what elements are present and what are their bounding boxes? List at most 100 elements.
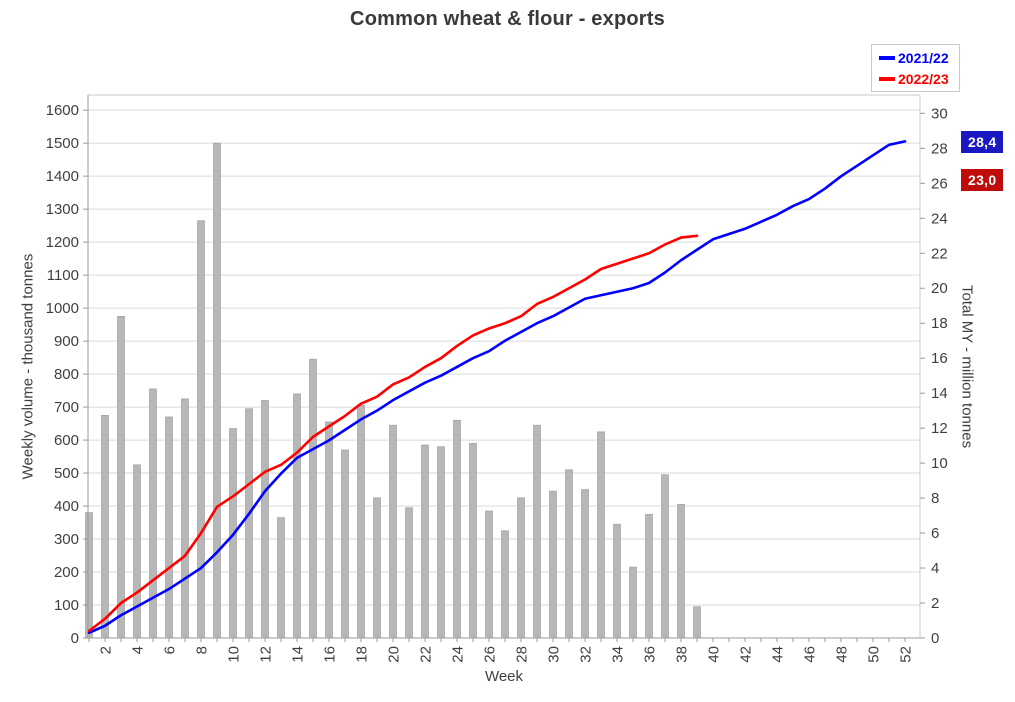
svg-text:1200: 1200: [46, 234, 79, 251]
svg-text:40: 40: [706, 646, 723, 663]
bar-week-27: [501, 530, 509, 639]
svg-text:26: 26: [931, 175, 948, 192]
svg-text:0: 0: [931, 630, 939, 647]
bars-weekly-volume: [85, 142, 701, 639]
svg-text:22: 22: [931, 245, 948, 262]
svg-text:34: 34: [610, 646, 627, 663]
svg-text:8: 8: [931, 490, 939, 507]
svg-text:800: 800: [54, 366, 79, 383]
bar-week-21: [405, 507, 413, 639]
chart-title: Common wheat & flour - exports: [350, 8, 665, 30]
bar-week-5: [149, 388, 157, 639]
bar-week-24: [453, 419, 461, 639]
svg-text:48: 48: [834, 646, 851, 663]
svg-text:20: 20: [931, 280, 948, 297]
svg-text:6: 6: [931, 525, 939, 542]
svg-text:1400: 1400: [46, 168, 79, 185]
svg-text:50: 50: [866, 646, 883, 663]
svg-text:14: 14: [290, 646, 307, 663]
bar-week-36: [645, 513, 653, 639]
svg-text:28: 28: [514, 646, 531, 663]
svg-text:20: 20: [386, 646, 403, 663]
svg-text:26: 26: [482, 646, 499, 663]
svg-text:24: 24: [931, 210, 948, 227]
chart-legend: 2021/22 2022/23: [871, 44, 960, 92]
legend-swatch-2021-22-icon: [879, 55, 895, 60]
svg-text:1100: 1100: [47, 267, 79, 284]
bar-week-11: [245, 408, 253, 639]
svg-text:900: 900: [54, 333, 79, 350]
svg-text:700: 700: [54, 399, 79, 416]
line-2022-23: [87, 234, 699, 633]
bar-week-4: [133, 464, 141, 639]
bar-week-33: [597, 431, 605, 639]
bar-week-3: [117, 316, 125, 639]
bar-week-35: [629, 566, 637, 639]
x-axis: 2 4 6 8 10 12 14 16 18 20 22 24 26 28 30 32 34 36 38 40 42 44…: [88, 638, 915, 663]
svg-text:10: 10: [931, 455, 948, 472]
svg-text:400: 400: [54, 498, 79, 515]
svg-text:14: 14: [931, 385, 948, 402]
series-end-value-badge-2021-22: 28,4: [961, 131, 1004, 153]
svg-text:42: 42: [738, 646, 755, 663]
legend-item-2022-23: 2022/23: [879, 68, 949, 89]
bar-week-19: [373, 497, 381, 639]
svg-text:10: 10: [226, 646, 243, 663]
bar-week-26: [485, 510, 493, 639]
svg-text:12: 12: [931, 420, 948, 437]
svg-text:16: 16: [931, 350, 948, 367]
bar-week-29: [533, 424, 541, 639]
svg-text:4: 4: [130, 646, 147, 654]
bar-week-16: [325, 421, 333, 639]
bar-week-2: [101, 414, 109, 639]
svg-text:30: 30: [931, 105, 948, 122]
bar-week-17: [341, 449, 349, 639]
bar-week-28: [517, 497, 525, 639]
svg-text:12: 12: [258, 646, 275, 663]
bar-week-39: [693, 606, 701, 639]
svg-text:16: 16: [322, 646, 339, 663]
bar-week-22: [421, 444, 429, 639]
bar-week-14: [293, 393, 301, 639]
plot-frame: [87, 94, 921, 639]
series-end-value-badge-2022-23: 23,0: [961, 169, 1004, 191]
bar-week-1: [85, 512, 93, 639]
svg-text:1000: 1000: [46, 300, 79, 317]
svg-text:300: 300: [54, 531, 79, 548]
bar-week-38: [677, 504, 685, 639]
bar-week-31: [565, 469, 573, 639]
x-axis-title: Week: [484, 668, 524, 685]
svg-text:18: 18: [354, 646, 371, 663]
bar-week-15: [309, 358, 317, 639]
svg-text:200: 200: [54, 564, 79, 581]
bar-week-37: [661, 474, 669, 639]
legend-label-2021-22: 2021/22: [898, 49, 949, 66]
bar-week-20: [389, 424, 397, 639]
left-axis: 0 100 200 300 400 500 600 700 800 900 1000 1100 1200…: [46, 102, 88, 647]
svg-text:46: 46: [802, 646, 819, 663]
svg-text:2: 2: [931, 595, 939, 612]
bar-week-23: [437, 446, 445, 639]
svg-text:6: 6: [162, 646, 179, 654]
svg-text:1600: 1600: [46, 102, 79, 119]
gridlines: [88, 109, 920, 606]
svg-text:8: 8: [194, 646, 211, 654]
svg-text:18: 18: [931, 315, 948, 332]
svg-text:22: 22: [418, 646, 435, 663]
svg-text:24: 24: [450, 646, 467, 663]
svg-text:1500: 1500: [46, 135, 79, 152]
bar-week-6: [165, 416, 173, 639]
bar-week-7: [181, 398, 189, 639]
bar-week-32: [581, 489, 589, 639]
svg-text:600: 600: [54, 432, 79, 449]
svg-text:2: 2: [98, 646, 115, 654]
svg-text:0: 0: [71, 630, 79, 647]
svg-text:1300: 1300: [46, 201, 79, 218]
svg-text:32: 32: [578, 646, 595, 663]
bar-week-13: [277, 517, 285, 639]
svg-text:38: 38: [674, 646, 691, 663]
svg-text:4: 4: [931, 560, 939, 577]
svg-text:44: 44: [770, 646, 787, 663]
